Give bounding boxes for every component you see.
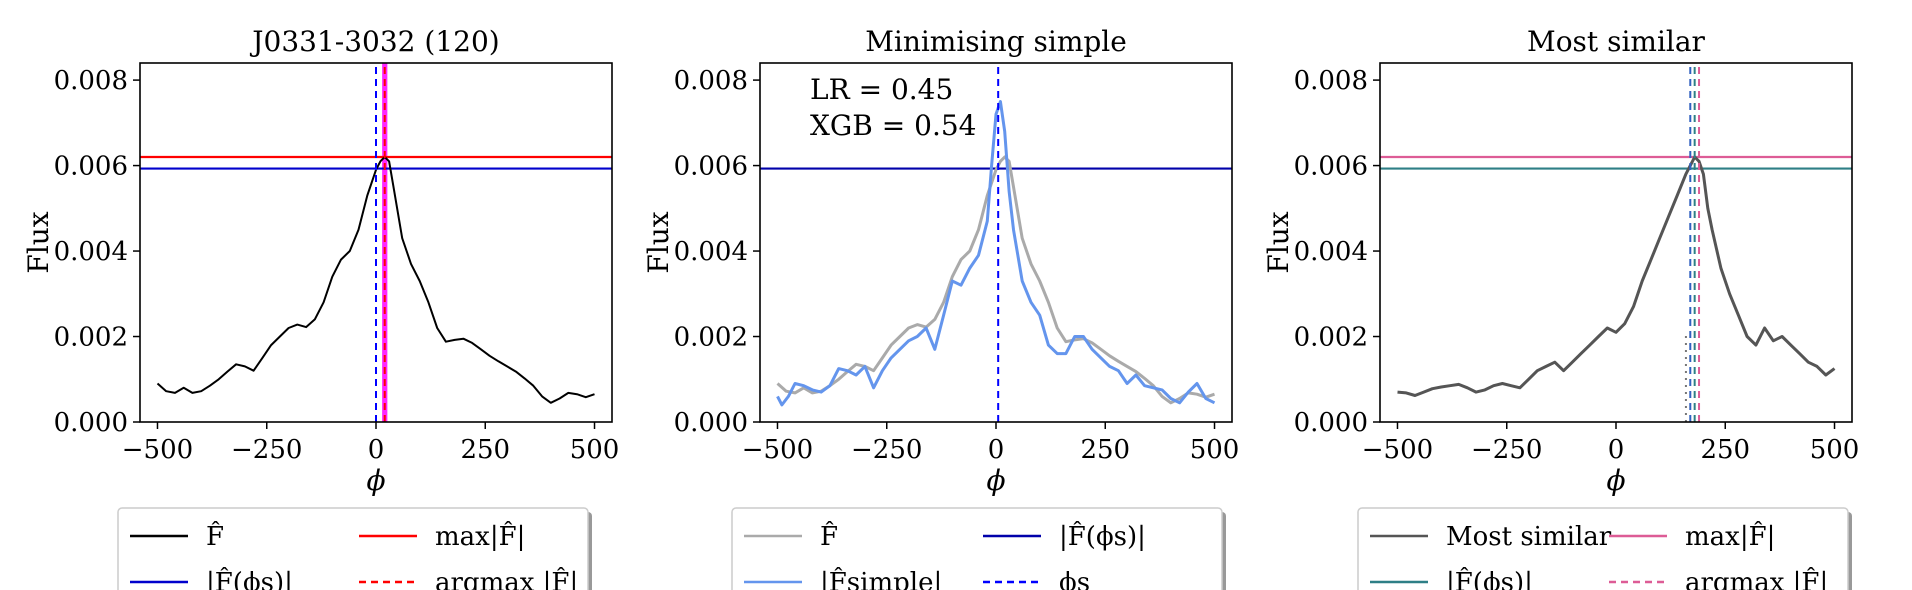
legend: Most similar max|F̂| |F̂(ϕs)| argmax |F̂| bbox=[1357, 507, 1852, 590]
annotation: LR = 0.45 bbox=[810, 73, 953, 106]
series-line-1 bbox=[776, 155, 1215, 405]
x-tick-label: 250 bbox=[460, 435, 510, 465]
x-axis-label: ϕ bbox=[366, 464, 385, 497]
plot-area bbox=[760, 63, 1232, 422]
chart-panel-2: −500 −250 0 250 500 0.000 0.002 0.004 0.006 0.008… bbox=[642, 25, 1239, 590]
y-tick-label: 0.000 bbox=[54, 408, 128, 438]
x-tick-label: −250 bbox=[1471, 435, 1542, 465]
x-tick-label: 250 bbox=[1080, 435, 1130, 465]
y-tick-label: 0.004 bbox=[1294, 237, 1368, 267]
y-tick-label: 0.002 bbox=[674, 323, 748, 353]
legend-label: argmax |F̂| bbox=[1685, 567, 1828, 590]
chart-title: J0331-3032 (120) bbox=[249, 25, 499, 58]
y-tick-label: 0.000 bbox=[1294, 408, 1368, 438]
y-axis-label: Flux bbox=[22, 211, 55, 273]
chart-title: Minimising simple bbox=[865, 25, 1127, 58]
x-tick-label: −250 bbox=[851, 435, 922, 465]
x-tick-label: −500 bbox=[122, 435, 193, 465]
legend-label: |F̂(ϕs)| bbox=[206, 567, 293, 590]
legend-box bbox=[117, 507, 589, 590]
plot-area bbox=[1380, 63, 1852, 422]
y-tick-label: 0.004 bbox=[674, 237, 748, 267]
legend-label: F̂ bbox=[206, 521, 224, 552]
x-axis-label: ϕ bbox=[986, 464, 1005, 497]
x-tick-label: 500 bbox=[1810, 435, 1860, 465]
x-tick-label: −500 bbox=[1362, 435, 1433, 465]
legend-label: argmax |F̂| bbox=[435, 567, 578, 590]
legend-label: max|F̂| bbox=[1685, 521, 1775, 552]
legend-label: |F̂(ϕs)| bbox=[1446, 567, 1533, 590]
y-tick-label: 0.002 bbox=[54, 323, 128, 353]
argmax-band bbox=[382, 63, 388, 422]
chart-panel-1: −500 −250 0 250 500 0.000 0.002 0.004 0.006 0.008… bbox=[22, 25, 619, 590]
x-tick-label: 250 bbox=[1700, 435, 1750, 465]
x-tick-label: −500 bbox=[742, 435, 813, 465]
y-tick-label: 0.000 bbox=[674, 408, 748, 438]
y-tick-label: 0.004 bbox=[54, 237, 128, 267]
y-tick-label: 0.002 bbox=[1294, 323, 1368, 353]
legend-label: F̂ bbox=[820, 521, 838, 552]
y-axis-label: Flux bbox=[1262, 211, 1295, 273]
chart-panel-3: −500 −250 0 250 500 0.000 0.002 0.004 0.006 0.008… bbox=[1262, 25, 1859, 590]
series-line-2 bbox=[776, 100, 1216, 407]
x-tick-label: −250 bbox=[231, 435, 302, 465]
legend-label: |F̂simple| bbox=[820, 567, 942, 590]
legend-label: ϕs bbox=[1059, 568, 1090, 590]
annotation: XGB = 0.54 bbox=[810, 109, 976, 142]
y-axis-label: Flux bbox=[642, 211, 675, 273]
legend: F̂ max|F̂| |F̂(ϕs)| argmax |F̂| bbox=[117, 507, 592, 590]
y-tick-label: 0.006 bbox=[674, 152, 748, 182]
y-tick-label: 0.006 bbox=[54, 152, 128, 182]
y-tick-label: 0.008 bbox=[54, 66, 128, 96]
y-tick-label: 0.008 bbox=[674, 66, 748, 96]
legend-label: |F̂(ϕs)| bbox=[1059, 521, 1146, 552]
series-line-1 bbox=[1397, 155, 1836, 397]
plot-area bbox=[140, 63, 612, 422]
y-tick-label: 0.008 bbox=[1294, 66, 1368, 96]
axes-frame bbox=[1379, 62, 1853, 423]
chart-title: Most similar bbox=[1527, 25, 1706, 58]
legend: F̂ |F̂(ϕs)| |F̂simple| ϕs bbox=[731, 507, 1226, 590]
y-tick-label: 0.006 bbox=[1294, 152, 1368, 182]
x-tick-label: 500 bbox=[1190, 435, 1240, 465]
x-tick-label: 0 bbox=[368, 435, 385, 465]
series-line-1 bbox=[156, 156, 595, 404]
legend-label: max|F̂| bbox=[435, 521, 525, 552]
x-axis-label: ϕ bbox=[1606, 464, 1625, 497]
legend-box bbox=[731, 507, 1223, 590]
x-tick-label: 0 bbox=[988, 435, 1005, 465]
x-tick-label: 500 bbox=[570, 435, 620, 465]
legend-box bbox=[1357, 507, 1849, 590]
x-tick-label: 0 bbox=[1608, 435, 1625, 465]
legend-label: Most similar bbox=[1446, 522, 1612, 552]
